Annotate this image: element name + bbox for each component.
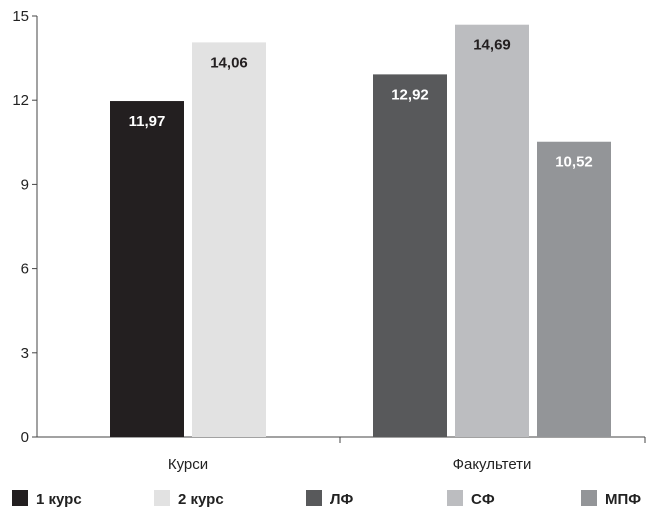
y-tick-label: 6 (21, 261, 29, 278)
legend-label: ЛФ (330, 491, 354, 508)
legend-swatch (12, 490, 28, 506)
legend-swatch (154, 490, 170, 506)
bar-value-label: 14,06 (210, 54, 248, 71)
bar-value-label: 12,92 (391, 86, 429, 103)
x-category-label: Курси (168, 456, 208, 473)
bar (110, 101, 184, 438)
bar-value-label: 10,52 (555, 154, 593, 171)
bar (192, 42, 266, 438)
legend: 1 курс 2 курс ЛФ СФ МПФ (12, 490, 641, 508)
legend-swatch (447, 490, 463, 506)
y-tick-label: 3 (21, 345, 29, 362)
labels: 11,97 14,06 Курси 12,92 14,69 10,52 Факультети (129, 37, 593, 473)
bar (537, 141, 611, 438)
legend-label: МПФ (605, 491, 641, 508)
bar (455, 24, 529, 438)
y-tick-label: 9 (21, 176, 29, 193)
bars (110, 24, 611, 438)
bar-value-label: 14,69 (473, 37, 511, 54)
x-category-label: Факультети (453, 456, 532, 473)
y-tick-label: 12 (12, 92, 29, 109)
bar-value-label: 11,97 (129, 113, 166, 130)
legend-label: 2 курс (178, 491, 224, 508)
legend-swatch (306, 490, 322, 506)
legend-swatch (581, 490, 597, 506)
bar (373, 74, 447, 438)
y-tick-label: 0 (21, 429, 29, 446)
legend-label: 1 курс (36, 491, 82, 508)
y-tick-label: 15 (12, 8, 29, 25)
legend-label: СФ (471, 491, 495, 508)
